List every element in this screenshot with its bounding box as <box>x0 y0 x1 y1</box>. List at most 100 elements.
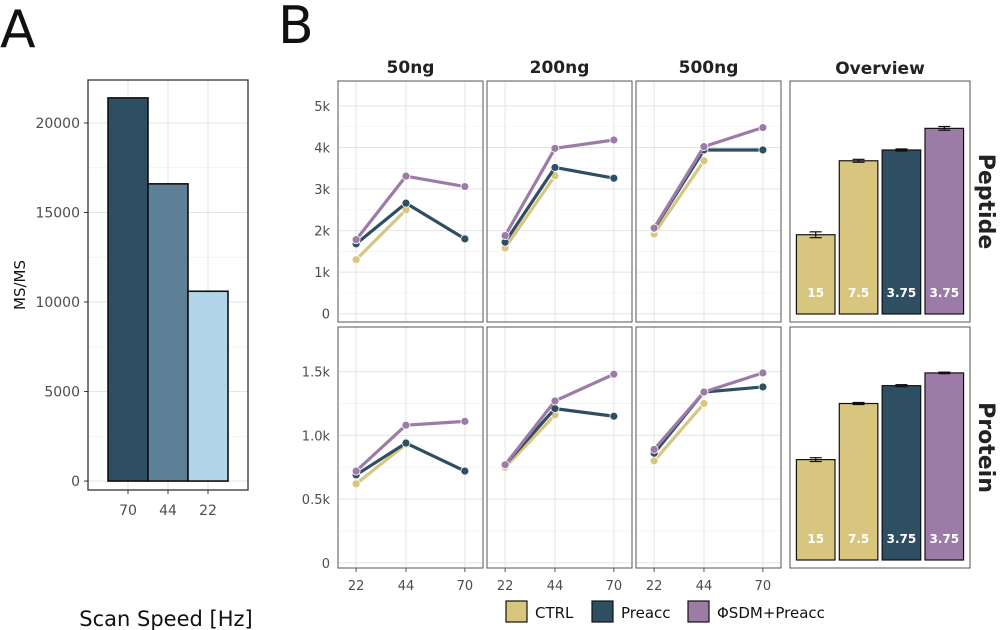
facet-frame <box>337 326 484 569</box>
data-point-ΦSDM+Preacc <box>699 142 709 152</box>
facet-frame <box>486 80 633 323</box>
series-line-CTRL <box>503 174 557 250</box>
overview-bar-0 <box>795 234 836 315</box>
y-tick-label: 5k <box>314 100 330 115</box>
facet-background <box>636 81 781 322</box>
series-line-CTRL <box>652 401 706 463</box>
facet-frame <box>337 80 484 323</box>
bar-a-22 <box>187 290 229 482</box>
data-point-Preacc <box>550 163 560 172</box>
y-tick-label: 15000 <box>35 205 80 221</box>
y-tick-label: 0 <box>71 474 80 490</box>
bar-a-44 <box>147 183 189 482</box>
x-tick-label: 22 <box>646 579 663 594</box>
data-point-CTRL <box>351 479 361 489</box>
panel-a: A 0 5000 10000 15000 20000 70 44 22 MS/MS Scan Spe… <box>0 0 253 630</box>
bar-label: 15 <box>807 286 824 300</box>
facet-Peptide-200ng <box>486 80 633 323</box>
data-point-Preacc <box>401 198 411 208</box>
bar-label: 3.75 <box>929 532 959 546</box>
data-point-CTRL <box>351 255 361 265</box>
overview-bar-2 <box>881 149 922 315</box>
facet-Protein-500ng: 22 44 70 <box>635 326 782 594</box>
x-tick-label: 44 <box>547 579 564 594</box>
facet-background <box>487 81 632 322</box>
data-point-ΦSDM+Preacc <box>460 182 470 191</box>
data-point-Preacc <box>758 382 768 392</box>
facet-title-50ng: 50ng <box>387 58 435 78</box>
data-point-CTRL <box>649 456 659 466</box>
row-title-Protein: Protein <box>973 402 998 493</box>
facet-background <box>338 81 483 322</box>
x-tick-label: 44 <box>159 503 177 519</box>
legend-label-ctrl: CTRL <box>535 604 574 622</box>
legend-label-preacc: Preacc <box>621 604 671 622</box>
facet-Protein-50ng: 22 44 70 <box>337 326 484 594</box>
data-point-Preacc <box>609 173 619 183</box>
bar-a-70 <box>107 97 149 482</box>
y-tick-label: 0 <box>322 557 330 572</box>
data-point-ΦSDM+Preacc <box>351 235 361 245</box>
data-point-ΦSDM+Preacc <box>758 123 768 132</box>
y-tick-label: 0.5k <box>302 493 331 508</box>
data-point-ΦSDM+Preacc <box>699 387 709 397</box>
data-point-ΦSDM+Preacc <box>609 369 619 379</box>
x-tick-label: 44 <box>696 579 713 594</box>
data-point-ΦSDM+Preacc <box>401 420 411 430</box>
overview-Protein: 15 7.5 3.75 3.75 <box>789 326 971 569</box>
y-tick-label: 0 <box>322 308 330 323</box>
legend-swatch-phisdm <box>687 600 710 623</box>
x-tick-label: 44 <box>398 579 415 594</box>
data-point-ΦSDM+Preacc <box>609 135 619 145</box>
x-tick-label: 22 <box>497 579 514 594</box>
facet-Peptide-500ng <box>635 80 782 323</box>
y-tick-label: 1.0k <box>302 429 331 444</box>
facet-frame <box>635 80 782 323</box>
data-point-ΦSDM+Preacc <box>649 223 659 233</box>
legend-item-phisdm: ΦSDM+Preacc <box>687 600 825 623</box>
overview-bar-1 <box>838 160 879 315</box>
facet-frame <box>635 326 782 569</box>
panel-label-a: A <box>0 0 36 60</box>
y-tick-label: 10000 <box>35 295 80 311</box>
data-point-ΦSDM+Preacc <box>401 171 411 181</box>
legend-label-phisdm: ΦSDM+Preacc <box>717 604 825 622</box>
bar-label: 3.75 <box>887 286 917 300</box>
legend: CTRL Preacc ΦSDM+Preacc <box>505 600 825 623</box>
x-tick-label: 22 <box>348 579 365 594</box>
x-tick-label: 70 <box>755 579 772 594</box>
overview-bar-3 <box>924 372 965 561</box>
overview-Peptide: 15 7.5 3.75 3.75 <box>789 80 971 323</box>
y-tick-label: 2k <box>314 225 330 240</box>
data-point-ΦSDM+Preacc <box>500 460 510 470</box>
series-line-CTRL <box>503 413 557 469</box>
y-tick-label: 1k <box>314 266 330 281</box>
series-line-CTRL <box>354 208 408 262</box>
overview-title: Overview <box>835 59 925 79</box>
facet-title-500ng: 500ng <box>679 58 739 78</box>
facet-Protein-200ng: 22 44 70 <box>486 326 633 594</box>
facet-Peptide-50ng <box>337 80 484 323</box>
bar-label: 7.5 <box>848 286 869 300</box>
data-point-CTRL <box>699 156 709 166</box>
row-title-Peptide: Peptide <box>973 154 998 250</box>
data-point-ΦSDM+Preacc <box>758 368 768 378</box>
data-point-Preacc <box>460 234 470 244</box>
y-tick-label: 20000 <box>35 116 80 132</box>
data-point-ΦSDM+Preacc <box>351 466 361 476</box>
data-point-Preacc <box>460 466 470 476</box>
facet-background <box>487 327 632 568</box>
data-point-ΦSDM+Preacc <box>550 143 560 153</box>
data-point-ΦSDM+Preacc <box>500 231 510 240</box>
data-point-Preacc <box>758 145 768 155</box>
legend-swatch-ctrl <box>505 600 528 623</box>
facet-background <box>338 327 483 568</box>
legend-swatch-preacc <box>591 600 614 623</box>
panel-label-b: B <box>278 0 314 56</box>
y-axis-label: MS/MS <box>11 260 29 310</box>
overview-bar-0 <box>795 459 836 561</box>
panel-b: B 50ng 200ng 500ng Overview Peptide 0 1k 2k 3k 4k 5… <box>278 0 998 594</box>
data-point-CTRL <box>699 399 709 408</box>
data-point-ΦSDM+Preacc <box>550 396 560 406</box>
